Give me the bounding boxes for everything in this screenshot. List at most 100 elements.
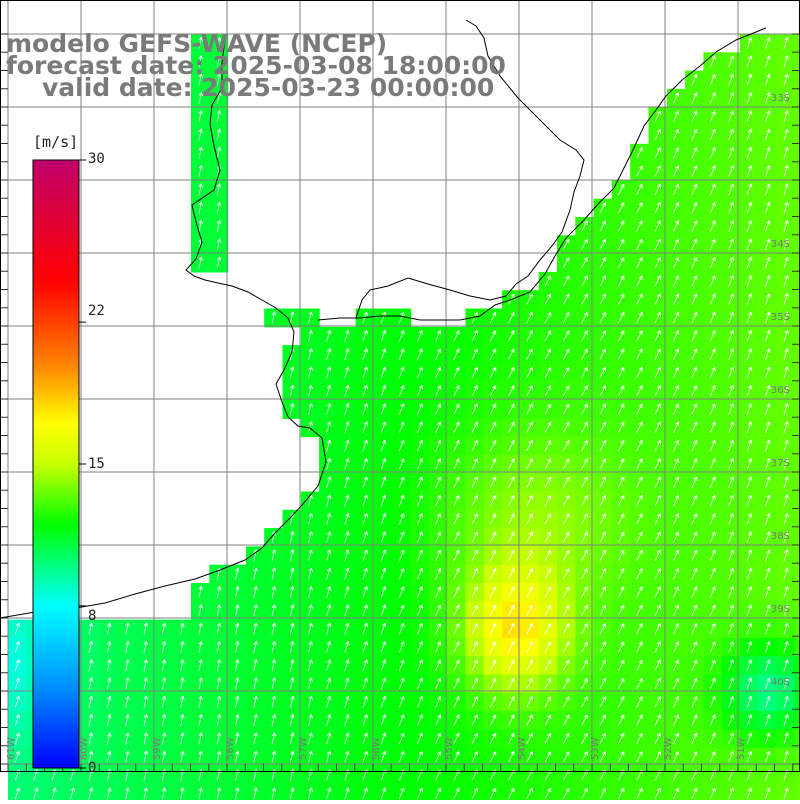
wind-cell	[484, 546, 503, 565]
wind-cell	[539, 309, 558, 328]
wind-cell	[520, 583, 539, 602]
wind-cell	[539, 272, 558, 291]
wind-cell	[502, 546, 521, 565]
wind-cell	[466, 418, 485, 437]
wind-cell	[466, 711, 485, 730]
wind-cell	[484, 528, 503, 547]
wind-cell	[630, 327, 649, 346]
wind-cell	[557, 510, 576, 529]
wind-cell	[539, 693, 558, 712]
wind-cell	[520, 528, 539, 547]
colorbar-label-0: 0	[88, 760, 96, 776]
wind-cell	[466, 546, 485, 565]
wind-cell	[630, 565, 649, 584]
lat-label: 39S	[771, 604, 790, 615]
wind-cell	[630, 510, 649, 529]
wind-cell	[539, 510, 558, 529]
wind-cell	[539, 729, 558, 748]
wind-cell	[612, 565, 631, 584]
wind-cell	[612, 327, 631, 346]
wind-cell	[612, 254, 631, 273]
wind-cell	[612, 455, 631, 474]
wind-cell	[466, 729, 485, 748]
colorbar-label-15: 15	[88, 456, 105, 472]
wind-cell	[594, 290, 613, 309]
wind-cell	[594, 400, 613, 419]
wind-cell	[466, 492, 485, 511]
wind-cell	[466, 656, 485, 675]
wind-cell	[594, 437, 613, 456]
lon-label: 61W	[6, 737, 17, 760]
colorbar	[33, 160, 86, 768]
wind-cell	[630, 620, 649, 639]
wind-cell	[575, 327, 594, 346]
wind-cell	[557, 327, 576, 346]
wind-cell	[557, 546, 576, 565]
wind-cell	[630, 455, 649, 474]
wind-cell	[484, 400, 503, 419]
wind-cell	[630, 437, 649, 456]
wind-cell	[502, 363, 521, 382]
lon-label: 60W	[79, 737, 90, 760]
wind-cell	[520, 766, 539, 785]
lat-label: 34S	[771, 239, 790, 250]
wind-cell	[575, 638, 594, 657]
wind-cell	[630, 656, 649, 675]
wind-cell	[557, 290, 576, 309]
wind-cell	[612, 601, 631, 620]
lon-label: 59W	[152, 737, 163, 760]
wind-cell	[466, 382, 485, 401]
wind-cell	[557, 656, 576, 675]
wind-cell	[612, 309, 631, 328]
lat-label: 33S	[771, 93, 790, 104]
wind-cell	[630, 272, 649, 291]
wind-cell	[484, 382, 503, 401]
wind-cell	[466, 400, 485, 419]
wind-cell	[557, 455, 576, 474]
wind-cell	[539, 345, 558, 364]
wind-cell	[575, 290, 594, 309]
wind-cell	[502, 656, 521, 675]
wind-cell	[539, 363, 558, 382]
wind-cell	[630, 492, 649, 511]
wind-cell	[630, 583, 649, 602]
wind-cell	[557, 382, 576, 401]
wind-cell	[594, 583, 613, 602]
lon-label: 56W	[371, 737, 382, 760]
wind-cell	[630, 711, 649, 730]
wind-cell	[630, 309, 649, 328]
wind-cell	[520, 620, 539, 639]
wind-cell	[575, 510, 594, 529]
wind-cell	[612, 217, 631, 236]
colorbar-label-30: 30	[88, 151, 105, 167]
wind-cell	[612, 729, 631, 748]
wind-cell	[630, 473, 649, 492]
wind-cell	[612, 400, 631, 419]
wind-cell	[539, 473, 558, 492]
wind-cell	[575, 656, 594, 675]
wind-cell	[612, 492, 631, 511]
wind-cell	[594, 711, 613, 730]
wind-cell	[502, 437, 521, 456]
wind-cell	[466, 327, 485, 346]
wind-cell	[520, 345, 539, 364]
wind-cell	[539, 656, 558, 675]
wind-cell	[557, 565, 576, 584]
wind-cell	[575, 345, 594, 364]
wind-cell	[575, 711, 594, 730]
wind-cell	[630, 418, 649, 437]
wind-cell	[630, 345, 649, 364]
wind-cell	[466, 766, 485, 785]
wind-cell	[502, 601, 521, 620]
wind-cell	[539, 492, 558, 511]
wind-cell	[502, 492, 521, 511]
lat-label: 35S	[771, 312, 790, 323]
wind-cell	[520, 601, 539, 620]
wind-cell	[575, 363, 594, 382]
wind-cell	[539, 638, 558, 657]
wind-cell	[502, 400, 521, 419]
wind-cell	[557, 254, 576, 273]
wind-cell	[557, 345, 576, 364]
lon-label: 54W	[517, 737, 528, 760]
